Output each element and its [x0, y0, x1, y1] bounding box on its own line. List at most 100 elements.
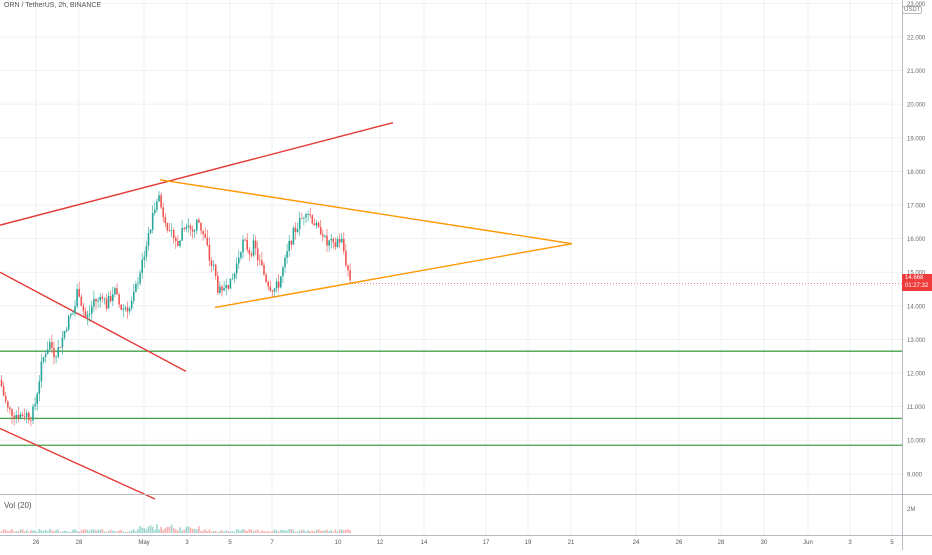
- candle-body: [294, 227, 297, 232]
- x-tick-label: 7: [270, 540, 274, 546]
- candle-body: [2, 386, 5, 396]
- candle-body: [290, 240, 293, 245]
- volume-bar: [280, 530, 282, 533]
- candle-body: [259, 260, 261, 261]
- volume-bar: [86, 529, 89, 533]
- volume-bar: [137, 529, 139, 533]
- x-tick-label: 19: [525, 540, 532, 546]
- candle-body: [13, 416, 15, 418]
- candle-body: [301, 218, 303, 220]
- y-tick-label: 18.000: [907, 170, 926, 176]
- volume-bar: [162, 529, 164, 533]
- candle-body: [86, 314, 89, 318]
- volume-bar: [191, 528, 194, 533]
- candle-body: [273, 288, 276, 292]
- candle-body: [120, 304, 122, 310]
- volume-bar: [221, 530, 223, 533]
- candle-body: [126, 307, 129, 312]
- candle-body: [261, 260, 263, 266]
- candle-body: [280, 276, 282, 288]
- volume-bar: [240, 530, 242, 533]
- volume-bar: [250, 529, 253, 533]
- volume-bar: [235, 529, 238, 533]
- candle-body: [183, 228, 185, 230]
- volume-bar: [229, 531, 232, 533]
- candle-body: [267, 282, 269, 287]
- x-tick-label: 26: [676, 540, 683, 546]
- volume-bar: [275, 530, 278, 533]
- volume-bar: [273, 529, 276, 533]
- candle-body: [93, 298, 95, 307]
- candle-body: [265, 274, 267, 283]
- candle-body: [269, 286, 272, 291]
- volume-bar: [183, 529, 185, 533]
- volume-bar: [17, 531, 20, 533]
- candle-body: [17, 414, 20, 419]
- candle-body: [223, 288, 225, 291]
- volume-bar: [330, 529, 332, 533]
- candle-body: [112, 294, 114, 302]
- candle-body: [254, 240, 257, 249]
- volume-bar: [114, 530, 116, 533]
- candle-body: [271, 290, 274, 292]
- candle-body: [23, 416, 26, 417]
- volume-bar: [225, 530, 227, 533]
- volume-bar: [233, 531, 236, 533]
- volume-bar: [277, 531, 280, 533]
- candle-body: [70, 313, 72, 316]
- candle-body: [7, 401, 9, 408]
- volume-axis-tick: 2M: [907, 507, 915, 513]
- candle-body: [168, 230, 171, 232]
- candle-body: [156, 201, 158, 210]
- currency-unit-badge[interactable]: USDT: [902, 6, 923, 14]
- volume-bar: [120, 529, 122, 533]
- volume-bar: [109, 529, 112, 533]
- volume-bar: [25, 530, 28, 533]
- volume-bar: [139, 526, 141, 533]
- volume-bar: [168, 526, 171, 533]
- volume-bar: [84, 529, 87, 533]
- candle-body: [349, 270, 351, 281]
- volume-bar: [267, 530, 269, 533]
- candle-body: [166, 223, 169, 231]
- y-tick-label: 22.000: [907, 35, 926, 41]
- volume-bar: [99, 529, 101, 533]
- candle-body: [288, 240, 290, 252]
- volume-bar: [265, 531, 267, 533]
- x-tick-label: 28: [76, 540, 83, 546]
- x-tick-label: 28: [718, 540, 725, 546]
- candle-body: [158, 195, 160, 202]
- volume-bar: [135, 531, 137, 533]
- volume-bar: [53, 531, 55, 533]
- volume-bar: [67, 531, 70, 533]
- candle-body: [11, 409, 13, 417]
- volume-bar: [11, 529, 13, 533]
- falling-channel-lower-line: [0, 427, 156, 500]
- candle-body: [97, 300, 99, 302]
- triangle-upper-line: [159, 179, 573, 245]
- volume-bar: [61, 531, 64, 533]
- candle-body: [202, 230, 204, 235]
- volume-bar: [301, 529, 303, 533]
- volume-bar: [177, 530, 179, 533]
- candle-body: [250, 253, 253, 256]
- candle-body: [334, 242, 337, 247]
- volume-bar: [88, 530, 91, 533]
- last-price-value: 14.668: [905, 275, 924, 281]
- volume-bar: [179, 527, 181, 533]
- y-tick-label: 23.000: [907, 2, 926, 8]
- volume-bar: [263, 530, 265, 533]
- volume-series: [0, 524, 351, 533]
- volume-bar: [269, 531, 272, 533]
- candle-body: [328, 240, 330, 246]
- volume-bar: [187, 526, 190, 533]
- volume-bar: [28, 531, 30, 533]
- candle-body: [149, 229, 152, 234]
- candle-body: [145, 245, 148, 257]
- candle-body: [34, 404, 36, 407]
- candle-body: [78, 289, 80, 297]
- volume-bar: [4, 529, 7, 533]
- trendline-layer[interactable]: [0, 121, 902, 500]
